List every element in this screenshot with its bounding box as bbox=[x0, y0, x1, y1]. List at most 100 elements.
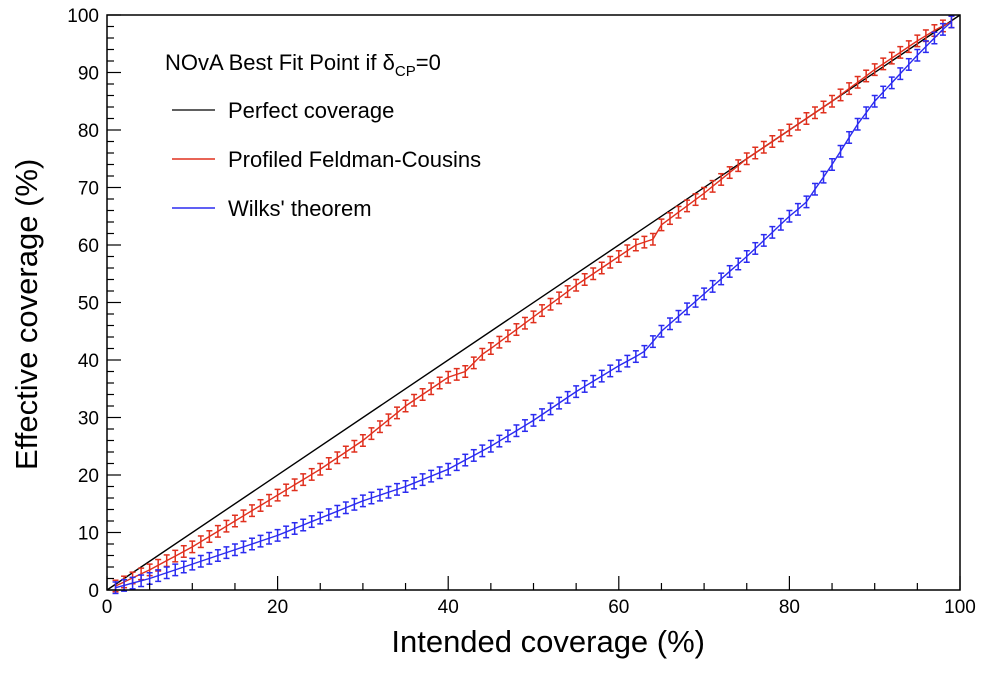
data-point bbox=[615, 359, 622, 373]
data-point bbox=[607, 255, 614, 269]
data-point bbox=[803, 195, 810, 209]
data-point bbox=[300, 518, 307, 532]
data-point bbox=[598, 261, 605, 275]
data-point bbox=[658, 218, 665, 232]
data-point bbox=[197, 554, 204, 568]
data-point bbox=[590, 374, 597, 388]
data-point bbox=[811, 106, 818, 120]
y-tick-label: 100 bbox=[67, 6, 99, 27]
data-point bbox=[718, 172, 725, 186]
data-point bbox=[504, 329, 511, 343]
x-tick-label: 0 bbox=[102, 597, 113, 618]
data-point bbox=[419, 388, 426, 401]
data-point bbox=[564, 390, 571, 404]
data-point bbox=[504, 429, 511, 443]
data-point bbox=[735, 159, 742, 173]
data-point bbox=[513, 323, 520, 337]
data-point bbox=[436, 466, 443, 480]
data-point bbox=[163, 554, 170, 568]
data-point bbox=[794, 117, 801, 131]
data-point bbox=[487, 342, 494, 355]
data-point bbox=[283, 483, 290, 497]
data-point bbox=[445, 462, 452, 476]
data-point bbox=[888, 76, 895, 90]
data-point bbox=[334, 451, 341, 465]
data-point bbox=[342, 445, 349, 459]
y-tick-label: 60 bbox=[78, 236, 99, 257]
y-tick-label: 20 bbox=[78, 466, 99, 487]
data-point bbox=[240, 509, 247, 523]
data-point bbox=[666, 212, 673, 226]
legend: NOvA Best Fit Point if δCP=0 Perfect cov… bbox=[165, 50, 481, 221]
data-point bbox=[811, 182, 818, 196]
data-point bbox=[735, 257, 742, 271]
data-point bbox=[385, 485, 392, 499]
data-point bbox=[291, 521, 298, 535]
data-point bbox=[453, 367, 460, 381]
data-point bbox=[649, 232, 656, 246]
data-point bbox=[325, 457, 332, 470]
data-point bbox=[846, 130, 853, 144]
data-point bbox=[368, 491, 375, 505]
data-point bbox=[905, 57, 912, 71]
data-point bbox=[189, 557, 196, 571]
legend-title: NOvA Best Fit Point if δCP=0 bbox=[165, 50, 441, 80]
data-point bbox=[359, 494, 366, 508]
data-point bbox=[888, 51, 895, 65]
data-point bbox=[121, 578, 128, 592]
y-axis-title: Effective coverage (%) bbox=[9, 159, 44, 470]
data-point bbox=[939, 22, 946, 36]
data-point bbox=[837, 88, 844, 102]
data-point bbox=[743, 250, 750, 263]
data-point bbox=[539, 408, 546, 422]
data-point bbox=[368, 427, 375, 441]
data-point bbox=[180, 544, 187, 558]
data-point bbox=[581, 273, 588, 286]
data-point bbox=[718, 272, 725, 286]
data-point bbox=[274, 528, 281, 542]
y-tick-label: 30 bbox=[78, 409, 99, 430]
data-point bbox=[547, 297, 554, 311]
data-point bbox=[223, 519, 230, 533]
data-point bbox=[172, 563, 179, 577]
data-point bbox=[556, 396, 563, 410]
data-point bbox=[632, 350, 639, 364]
data-point bbox=[846, 82, 853, 96]
data-point bbox=[556, 291, 563, 305]
data-point bbox=[402, 399, 409, 413]
data-point bbox=[411, 393, 418, 407]
data-point bbox=[206, 551, 213, 565]
data-point bbox=[897, 67, 904, 81]
y-tick-label: 70 bbox=[78, 179, 99, 200]
data-point bbox=[871, 63, 878, 77]
legend-title-main: NOvA Best Fit Point if δ bbox=[165, 50, 395, 75]
data-point bbox=[769, 225, 776, 239]
x-axis-title: Intended coverage (%) bbox=[391, 624, 705, 659]
data-point bbox=[829, 158, 836, 171]
data-point bbox=[530, 413, 537, 427]
data-point bbox=[863, 106, 870, 120]
data-point bbox=[794, 202, 801, 216]
data-point bbox=[658, 324, 665, 338]
data-point bbox=[155, 569, 162, 583]
data-point bbox=[905, 40, 912, 54]
data-point bbox=[880, 85, 887, 99]
data-point bbox=[820, 170, 827, 184]
data-point bbox=[769, 135, 776, 148]
data-point bbox=[743, 152, 750, 166]
data-point bbox=[624, 354, 631, 368]
data-point bbox=[291, 478, 298, 492]
data-point bbox=[351, 439, 358, 453]
x-tick-label: 40 bbox=[438, 597, 459, 618]
data-point bbox=[760, 233, 767, 247]
legend-label-perfect: Perfect coverage bbox=[228, 98, 394, 123]
data-point bbox=[513, 424, 520, 438]
y-tick-label: 40 bbox=[78, 351, 99, 372]
data-point bbox=[837, 144, 844, 158]
legend-label-wilks: Wilks' theorem bbox=[228, 196, 372, 221]
data-point bbox=[214, 524, 221, 538]
data-point bbox=[897, 45, 904, 59]
data-point bbox=[649, 335, 656, 349]
data-point bbox=[351, 497, 358, 511]
data-point bbox=[709, 179, 716, 193]
